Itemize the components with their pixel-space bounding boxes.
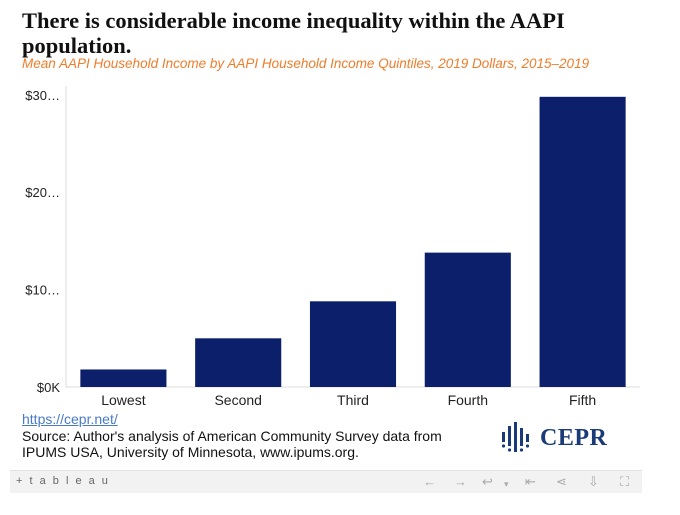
bar-third[interactable] — [309, 301, 397, 387]
x-tick-label: Second — [214, 392, 261, 408]
x-tick-label: Fifth — [569, 392, 596, 408]
y-ticks-group: $0K $10… $20… $30… — [25, 88, 60, 395]
x-tick-label: Lowest — [101, 392, 145, 408]
x-tick-label: Fourth — [448, 392, 488, 408]
chart-subtitle: Mean AAPI Household Income by AAPI House… — [22, 56, 590, 71]
chart-title: There is considerable income inequality … — [22, 8, 565, 58]
x-labels-group: Lowest Second Third Fourth Fifth — [101, 392, 596, 408]
revert-icon[interactable]: ↩ — [482, 474, 493, 489]
cepr-link[interactable]: https://cepr.net/ — [22, 411, 118, 427]
y-tick-label: $10… — [25, 283, 60, 298]
tableau-toolbar: + t a b l e a u ← → ↩ ▾ ⇤ ⋖ ⇩ ⛶ — [10, 470, 642, 493]
bar-second[interactable] — [195, 338, 282, 387]
cepr-logo-mark-icon — [501, 422, 530, 452]
x-tick-label: Third — [337, 392, 369, 408]
bar-lowest[interactable] — [80, 369, 167, 387]
y-tick-label: $20… — [25, 185, 60, 200]
bar-fifth[interactable] — [539, 96, 626, 387]
y-tick-label: $30… — [25, 88, 60, 103]
share-icon[interactable]: ⋖ — [556, 474, 567, 489]
y-tick-label: $0K — [37, 380, 60, 395]
bars-group — [80, 96, 626, 387]
fullscreen-icon[interactable]: ⛶ — [620, 474, 630, 489]
source-container: Source: Author's analysis of American Co… — [22, 428, 462, 464]
reset-icon[interactable]: ⇤ — [525, 474, 536, 489]
source-note: Source: Author's analysis of American Co… — [22, 428, 442, 460]
bar-chart: $0K $10… $20… $30… Lowest Second Third Fourth F… — [25, 86, 640, 408]
tableau-brand[interactable]: + t a b l e a u — [16, 475, 110, 487]
dropdown-icon[interactable]: ▾ — [504, 479, 509, 489]
subtitle-container: Mean AAPI Household Income by AAPI House… — [22, 56, 622, 78]
undo-icon[interactable]: ← — [423, 474, 436, 489]
redo-icon[interactable]: → — [454, 474, 467, 489]
cepr-logo-text: CEPR — [540, 425, 608, 451]
download-icon[interactable]: ⇩ — [588, 474, 599, 489]
cepr-logo: CEPR — [500, 420, 610, 456]
bar-fourth[interactable] — [424, 252, 511, 387]
